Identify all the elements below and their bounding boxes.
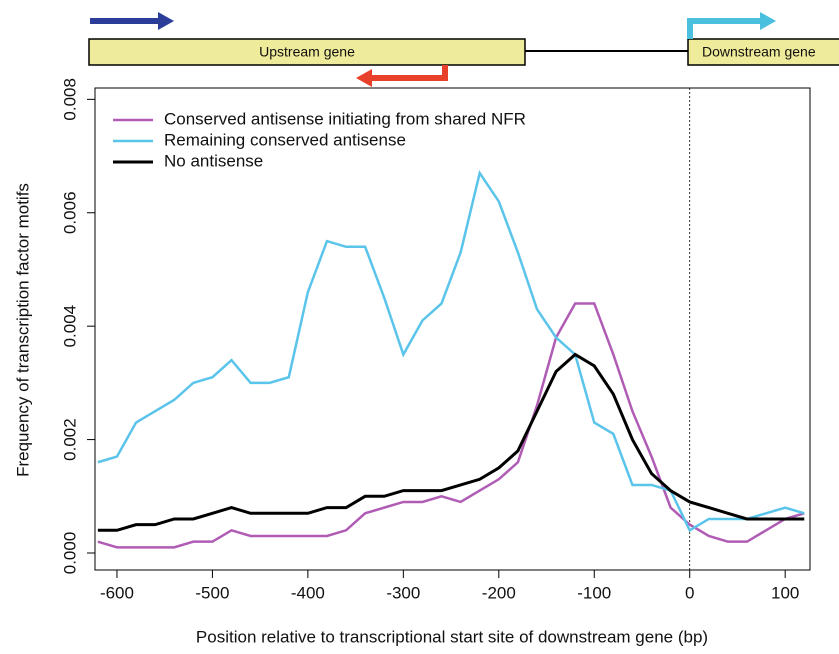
x-tick-label: 100 bbox=[771, 583, 799, 602]
y-axis-label: Frequency of transcription factor motifs bbox=[13, 183, 32, 477]
plot-frame bbox=[94, 87, 811, 571]
series-line bbox=[97, 352, 805, 532]
x-tick-label: -200 bbox=[482, 583, 516, 602]
downstream-arrow bbox=[687, 18, 762, 39]
upstream-gene-label: Upstream gene bbox=[259, 44, 355, 60]
series-line bbox=[97, 302, 805, 549]
antisense-arrow bbox=[370, 65, 448, 81]
legend-label: Conserved antisense initiating from shar… bbox=[164, 109, 526, 128]
x-tick-label: -400 bbox=[291, 583, 325, 602]
x-tick-label: -500 bbox=[195, 583, 229, 602]
y-tick-label: 0.004 bbox=[60, 305, 79, 348]
x-axis-label: Position relative to transcriptional sta… bbox=[196, 627, 708, 646]
x-tick-label: -100 bbox=[577, 583, 611, 602]
y-tick-label: 0.008 bbox=[60, 78, 79, 121]
y-tick-label: 0.002 bbox=[60, 418, 79, 461]
series-line bbox=[97, 170, 805, 533]
downstream-gene-box bbox=[687, 38, 839, 66]
downstream-arrow-head bbox=[760, 12, 776, 30]
upstream-arrow-head bbox=[158, 12, 174, 30]
upstream-gene-box bbox=[88, 38, 526, 66]
y-tick-label: 0.000 bbox=[60, 532, 79, 575]
downstream-gene-label: Downstream gene bbox=[702, 44, 816, 60]
x-tick-label: -300 bbox=[386, 583, 420, 602]
legend-label: No antisense bbox=[164, 151, 263, 170]
x-tick-label: -600 bbox=[100, 583, 134, 602]
antisense-arrow-head bbox=[356, 69, 372, 87]
x-tick-label: 0 bbox=[685, 583, 694, 602]
legend-label: Remaining conserved antisense bbox=[164, 130, 406, 149]
gene-diagram: Upstream gene Downstream gene bbox=[88, 12, 839, 87]
y-tick-label: 0.006 bbox=[60, 191, 79, 234]
